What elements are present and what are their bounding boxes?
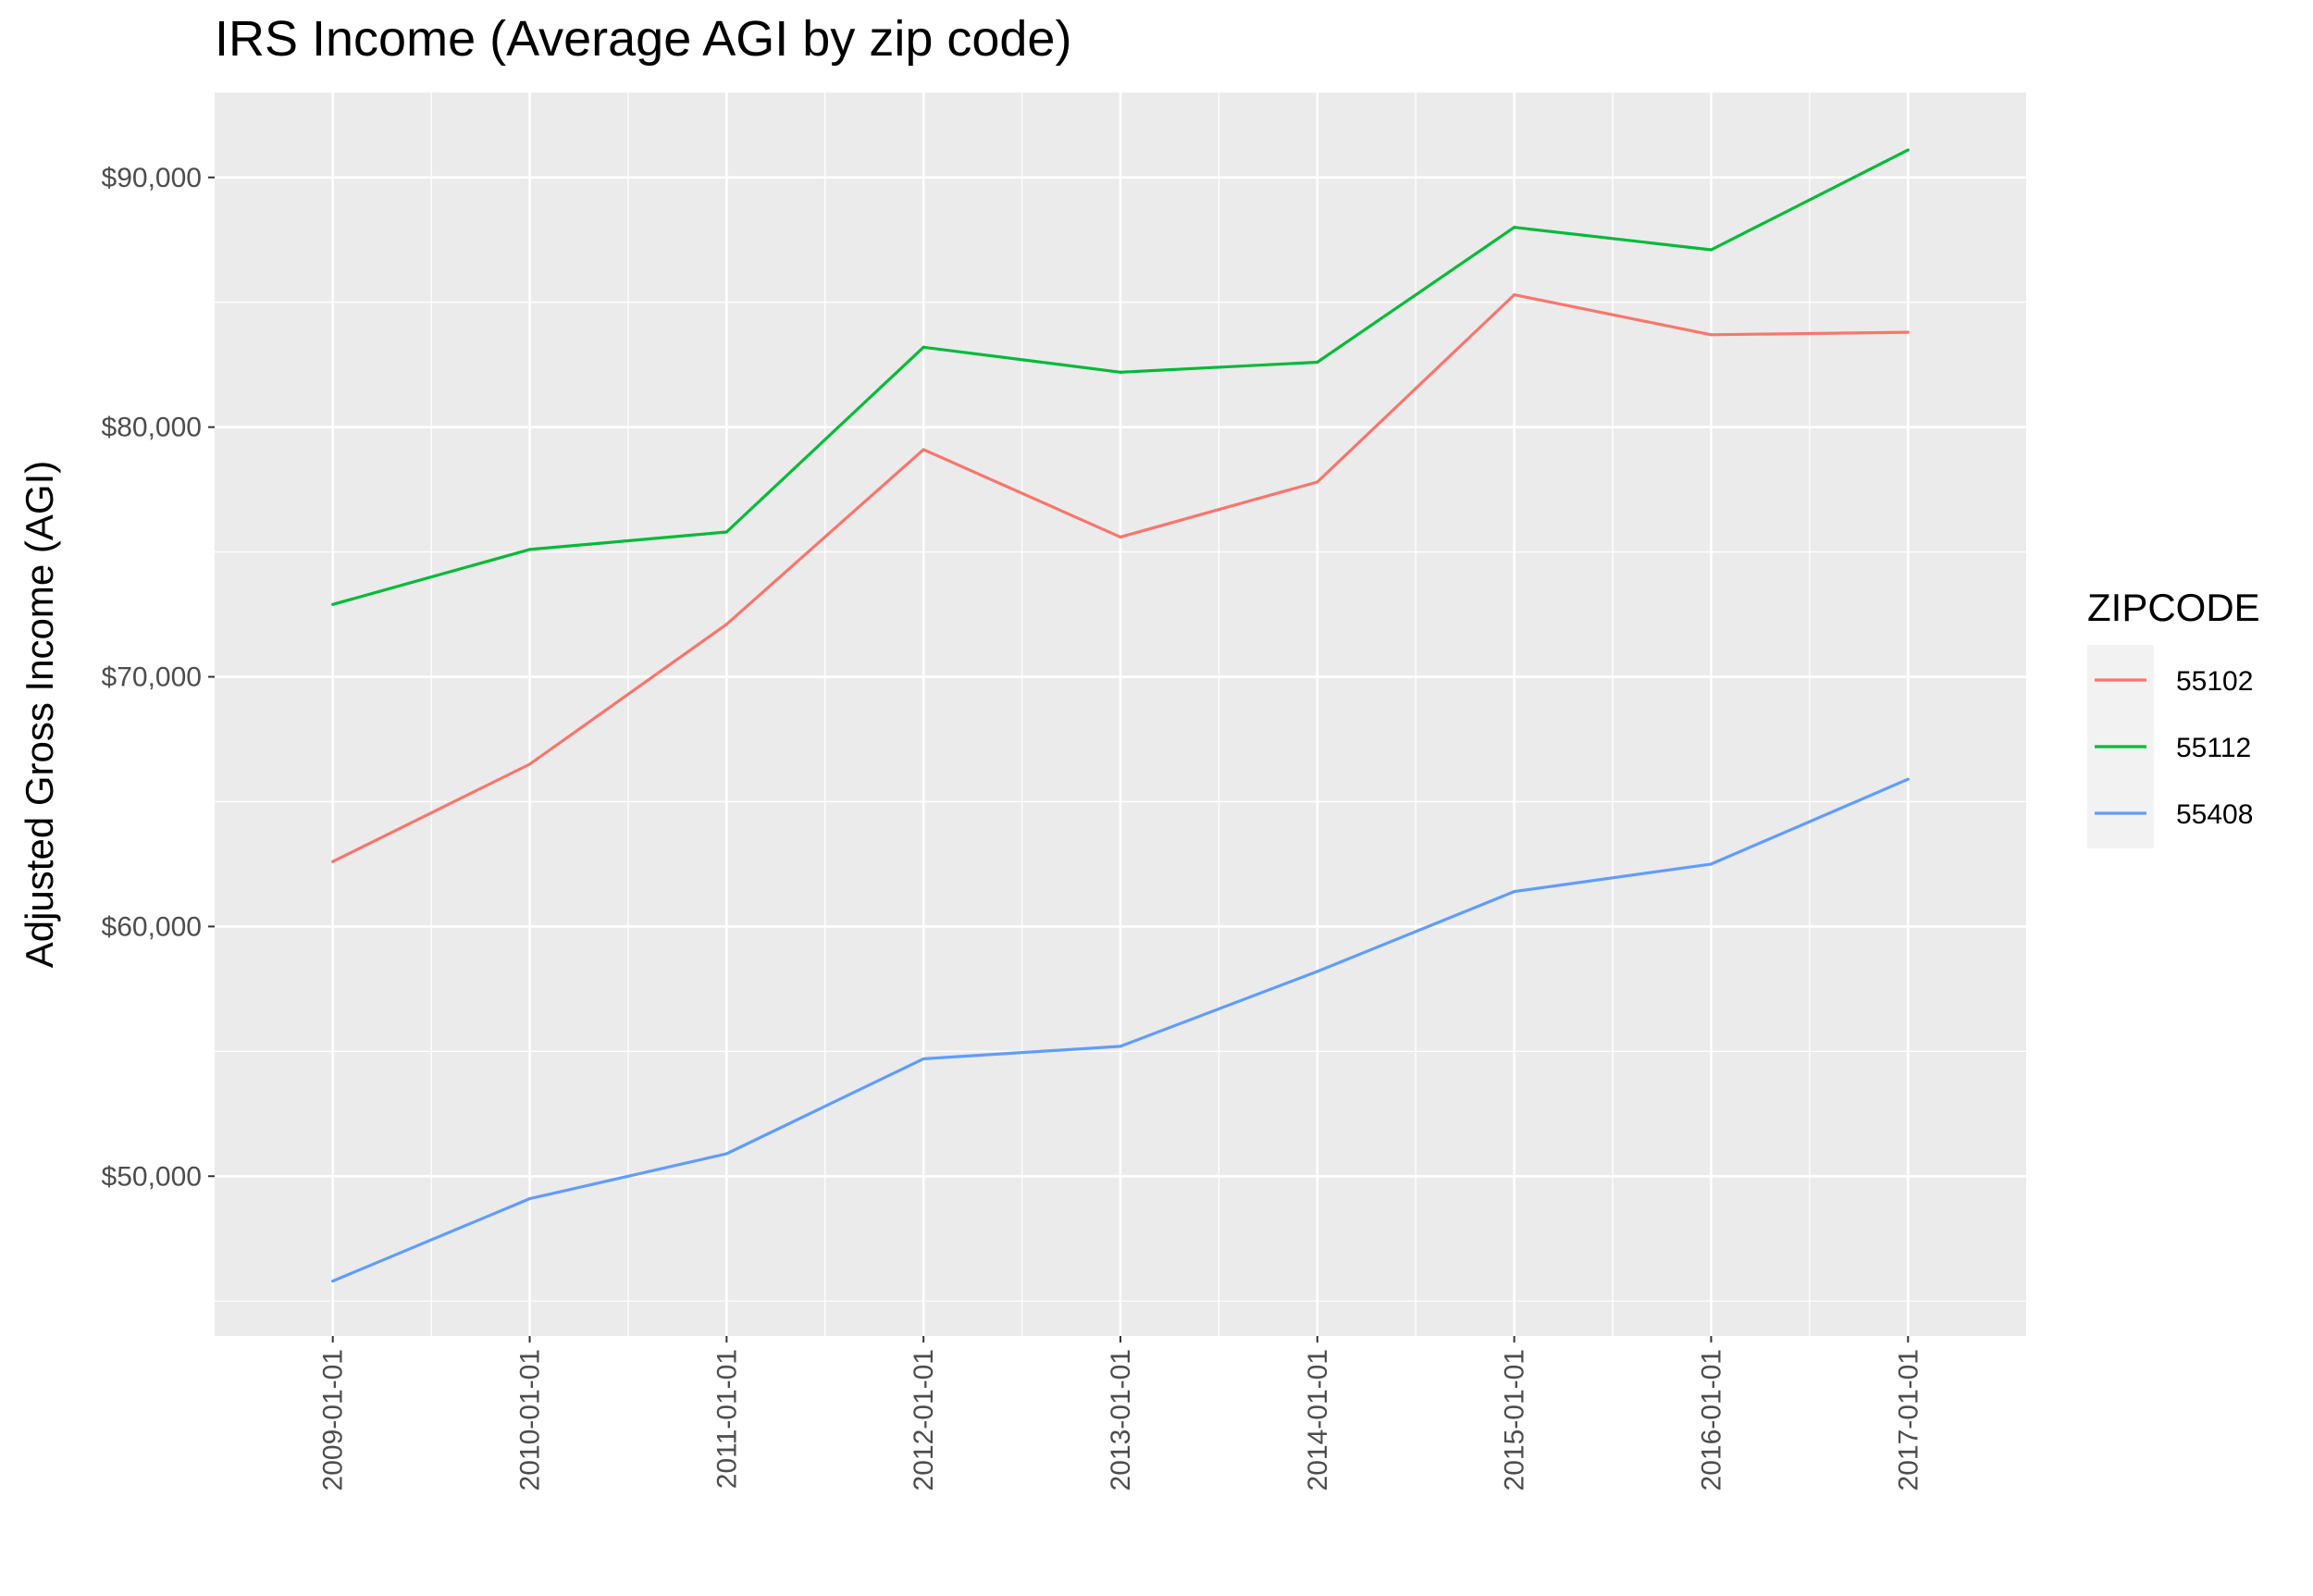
data-point-55102 — [1709, 333, 1713, 337]
data-point-55408 — [1906, 777, 1910, 781]
y-tick-label: $90,000 — [102, 163, 202, 193]
y-tick-label: $80,000 — [102, 413, 202, 443]
y-tick-label: $60,000 — [102, 911, 202, 942]
data-point-55408 — [331, 1280, 335, 1283]
x-tick-label: 2014-01-01 — [1303, 1349, 1333, 1491]
data-point-55408 — [921, 1057, 925, 1061]
legend-label-55102: 55102 — [2176, 666, 2253, 697]
data-point-55102 — [1119, 535, 1122, 538]
data-point-55112 — [527, 548, 532, 551]
data-point-55102 — [527, 762, 532, 766]
x-tick-label: 2015-01-01 — [1500, 1349, 1530, 1491]
data-point-55102 — [724, 623, 728, 626]
data-point-55102 — [921, 448, 925, 452]
data-point-55408 — [1119, 1045, 1122, 1048]
y-axis-title: Adjusted Gross Income (AGI) — [18, 461, 61, 969]
legend-label-55408: 55408 — [2176, 799, 2253, 830]
data-point-55102 — [1316, 480, 1319, 484]
data-point-55112 — [724, 530, 728, 534]
x-tick-label: 2010-01-01 — [515, 1349, 546, 1491]
x-tick-label: 2017-01-01 — [1893, 1349, 1923, 1491]
x-tick-label: 2012-01-01 — [909, 1349, 939, 1491]
data-point-55102 — [1513, 293, 1516, 297]
data-point-55408 — [1316, 970, 1319, 973]
y-axis: $50,000 $60,000 $70,000 $80,000 $90,000 — [102, 163, 215, 1192]
data-point-55112 — [331, 602, 335, 606]
x-tick-label: 2011-01-01 — [711, 1349, 742, 1489]
data-point-55102 — [1906, 330, 1910, 334]
data-point-55112 — [1906, 148, 1910, 152]
data-point-55112 — [1119, 370, 1122, 374]
data-point-55102 — [331, 860, 335, 863]
data-point-55112 — [1513, 226, 1516, 229]
major-gridlines — [215, 93, 2026, 1336]
legend-label-55112: 55112 — [2176, 733, 2251, 763]
data-point-55408 — [1709, 862, 1713, 866]
x-tick-label: 2016-01-01 — [1696, 1349, 1726, 1491]
data-point-55112 — [1709, 248, 1713, 252]
x-axis: 2009-01-01 2010-01-01 2011-01-01 2012-01-01… — [318, 1336, 1923, 1491]
legend-title: ZIPCODE — [2087, 586, 2260, 629]
data-point-55112 — [921, 345, 925, 349]
y-tick-label: $50,000 — [102, 1161, 202, 1192]
y-tick-label: $70,000 — [102, 662, 202, 693]
x-tick-label: 2009-01-01 — [318, 1349, 349, 1491]
chart-title: IRS Income (Average AGI by zip code) — [215, 11, 1071, 67]
data-point-55408 — [527, 1196, 532, 1201]
series-lines — [331, 148, 1910, 1283]
legend: ZIPCODE 55102 55112 55408 — [2087, 586, 2260, 848]
data-point-55408 — [1513, 890, 1516, 894]
data-point-55408 — [724, 1152, 728, 1156]
x-tick-label: 2013-01-01 — [1106, 1349, 1136, 1491]
data-point-55112 — [1316, 360, 1319, 365]
